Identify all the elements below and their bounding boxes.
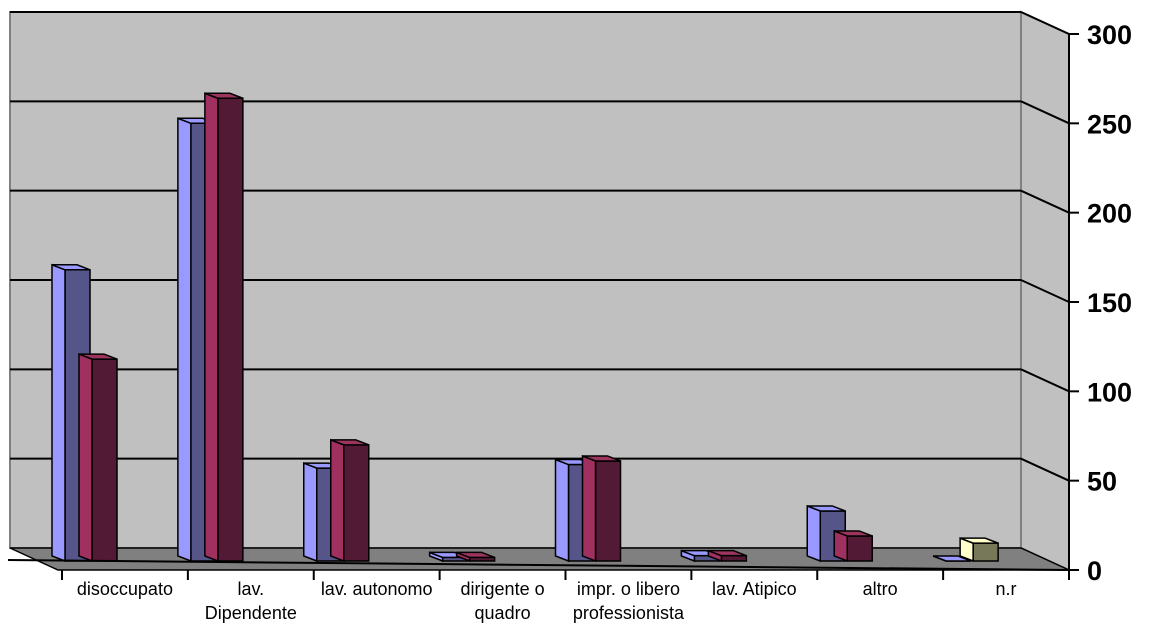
bar-top [833, 530, 873, 537]
bar [833, 529, 873, 563]
gridline-side [1020, 457, 1070, 482]
bar-side [204, 92, 219, 563]
y-tick-label: 200 [1087, 199, 1132, 229]
axes [7, 33, 1079, 580]
x-axis [7, 559, 1070, 571]
bar-side [554, 458, 570, 563]
bar-front [91, 358, 118, 562]
bar-front [846, 535, 873, 562]
bar-side [581, 454, 597, 563]
x-tick-label: dirigente o quadro [461, 579, 545, 623]
bar-side [51, 263, 66, 563]
chart-walls [9, 10, 1070, 572]
bar [959, 537, 999, 563]
gridline-side [1020, 368, 1070, 393]
floor [9, 547, 1070, 571]
bar-front [594, 460, 622, 562]
bar-top [204, 92, 244, 100]
x-tick-label: altro [863, 579, 898, 599]
gridline-side [1020, 100, 1070, 125]
bar-top [708, 549, 747, 557]
y-tick-label: 250 [1087, 109, 1132, 139]
bar-top [330, 439, 370, 446]
bar-top [806, 505, 846, 512]
bar-front [972, 542, 999, 562]
gridline-side [1020, 189, 1070, 214]
x-tick-label: lav. Dipendente [205, 579, 297, 623]
y-tick-label: 300 [1087, 20, 1132, 50]
bar-top [582, 455, 621, 462]
bar-front [720, 554, 748, 562]
bar-top [78, 353, 118, 360]
bar [455, 551, 496, 563]
bar-side [78, 353, 93, 563]
y-tick-label: 50 [1087, 467, 1117, 497]
bar-front [217, 97, 244, 562]
bar [204, 92, 244, 563]
bar-top [959, 537, 999, 544]
y-tick-label: 150 [1087, 288, 1132, 318]
bar-side [177, 117, 192, 563]
x-tick-label: impr. o libero professionista [573, 579, 685, 623]
bar-side [806, 504, 821, 563]
bar-top [456, 551, 495, 559]
x-tick-label: lav. Atipico [712, 579, 797, 599]
gridline-side [1020, 11, 1070, 35]
x-tick-label: n.r [996, 579, 1017, 599]
bars [51, 92, 999, 563]
bar-side [303, 462, 318, 563]
bar [330, 438, 370, 563]
y-tick-label: 100 [1087, 377, 1132, 407]
x-tick-label: lav. autonomo [321, 579, 433, 599]
bar [707, 549, 748, 563]
bar-front [343, 444, 370, 562]
labels: 0 50 100 150 200 250 300 disoccupato lav. Dipende… [77, 20, 1132, 623]
x-tick-label: disoccupato [77, 579, 173, 599]
bar-top [51, 264, 91, 271]
gridline-side [1020, 279, 1070, 303]
bar [581, 454, 622, 563]
bar-side [330, 438, 345, 563]
y-tick-label: 0 [1087, 556, 1102, 586]
bar [78, 353, 118, 563]
